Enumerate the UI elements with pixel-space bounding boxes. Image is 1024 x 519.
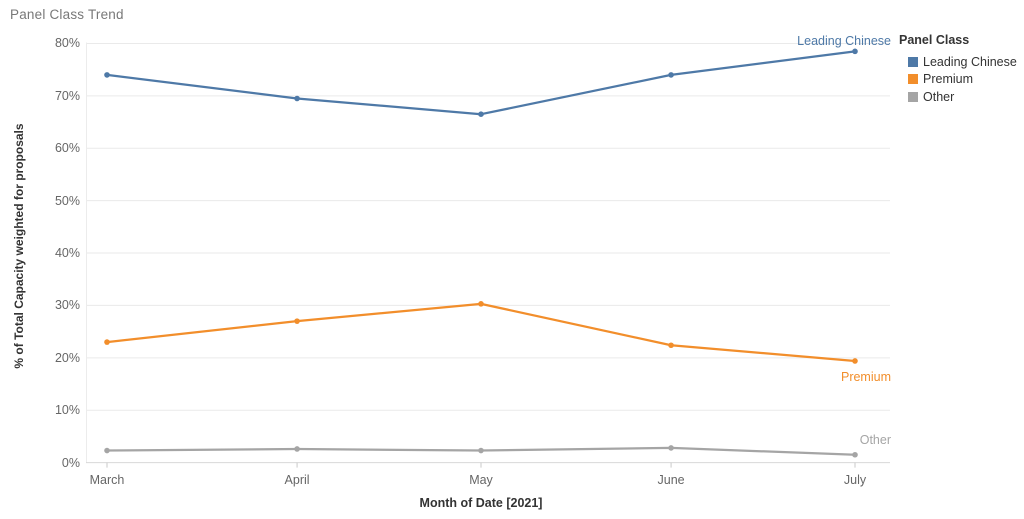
series-line-other[interactable] xyxy=(104,445,858,458)
y-tick-label: 20% xyxy=(54,350,80,365)
x-tick-label: May xyxy=(469,473,493,487)
data-point[interactable] xyxy=(478,447,484,454)
data-point[interactable] xyxy=(668,72,674,78)
legend-item-premium[interactable]: Premium xyxy=(899,71,1021,89)
x-tick-label: July xyxy=(843,473,867,487)
series-end-label-leading-chinese: Leading Chinese xyxy=(797,34,891,48)
x-tick-label: March xyxy=(89,473,125,487)
y-tick-label: 40% xyxy=(54,246,80,261)
x-tick-label: June xyxy=(657,473,685,487)
series-line-leading-chinese[interactable] xyxy=(104,48,858,118)
legend-item-leading-chinese[interactable]: Leading Chinese xyxy=(899,53,1021,71)
data-point[interactable] xyxy=(294,95,300,102)
series-end-label-premium: Premium xyxy=(840,370,891,384)
data-point[interactable] xyxy=(294,318,300,324)
series-end-label-other: Other xyxy=(859,433,891,447)
y-tick-label: 50% xyxy=(54,193,80,208)
x-axis-title: Month of Date [2021] xyxy=(419,496,543,510)
data-point[interactable] xyxy=(852,451,858,458)
data-point[interactable] xyxy=(852,48,858,55)
data-point[interactable] xyxy=(668,342,674,349)
y-tick-label: 10% xyxy=(54,403,80,418)
legend-items: Leading Chinese Premium Other xyxy=(899,53,1021,106)
plot-area[interactable] xyxy=(86,26,898,472)
series-path[interactable] xyxy=(106,50,856,116)
y-tick-label: 70% xyxy=(54,88,80,103)
legend: Panel Class Leading Chinese Premium Other xyxy=(899,33,1021,106)
legend-item-label: Premium xyxy=(923,72,974,87)
data-point[interactable] xyxy=(852,358,858,364)
series-path[interactable] xyxy=(106,302,856,363)
data-point[interactable] xyxy=(294,446,300,452)
legend-swatch-icon xyxy=(908,56,918,67)
legend-swatch-icon xyxy=(908,91,918,102)
data-point[interactable] xyxy=(104,339,110,345)
series-line-premium[interactable] xyxy=(104,301,858,364)
legend-item-label: Other xyxy=(923,89,955,104)
y-tick-label: 0% xyxy=(61,455,80,470)
legend-swatch-icon xyxy=(908,74,918,85)
legend-item-other[interactable]: Other xyxy=(899,88,1021,106)
y-axis-title: % of Total Capacity weighted for proposa… xyxy=(12,123,26,369)
y-tick-label: 80% xyxy=(54,36,80,51)
legend-title: Panel Class xyxy=(899,33,970,47)
y-tick-label: 60% xyxy=(54,141,80,156)
data-point[interactable] xyxy=(668,445,674,451)
x-tick-label: April xyxy=(284,473,310,487)
data-point[interactable] xyxy=(104,72,110,78)
data-point[interactable] xyxy=(478,111,484,118)
legend-item-label: Leading Chinese xyxy=(923,54,1017,69)
y-tick-label: 30% xyxy=(54,298,80,313)
data-point[interactable] xyxy=(104,447,110,454)
chart-title: Panel Class Trend xyxy=(10,7,124,22)
data-point[interactable] xyxy=(478,301,484,307)
